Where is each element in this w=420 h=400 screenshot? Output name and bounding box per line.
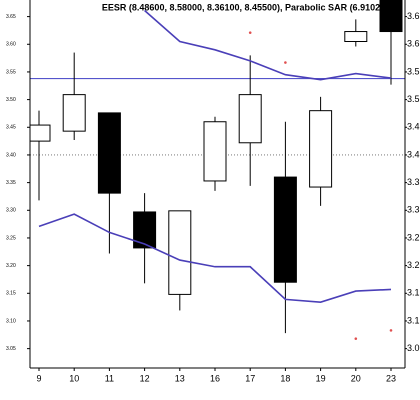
y2-tick-label: 3.1 xyxy=(407,315,420,325)
y2-tick-label: 3.3 xyxy=(407,205,420,215)
y-tick-label: 3.50 xyxy=(6,97,16,103)
y-tick-label: 3.30 xyxy=(6,208,16,214)
x-tick-label: 17 xyxy=(245,373,255,383)
x-tick-label: 16 xyxy=(210,373,220,383)
y-tick-label: 3.45 xyxy=(6,125,16,131)
candle-body xyxy=(133,211,157,249)
y2-tick-label: 3.2 xyxy=(407,260,420,270)
y2-tick-label: 3.4 xyxy=(407,122,420,132)
y2-tick-label: 3.1 xyxy=(407,288,420,298)
candle-body xyxy=(238,94,262,144)
y-tick-label: 3.55 xyxy=(6,69,16,75)
chart-title: EESR (8.48600, 8.58000, 8.36100, 8.45500… xyxy=(102,2,388,12)
y2-tick-label: 3.0 xyxy=(407,343,420,353)
x-tick-label: 20 xyxy=(351,373,361,383)
sar-line xyxy=(38,213,392,303)
candle-body xyxy=(97,112,121,194)
y2-tick-label: 3.6 xyxy=(407,11,420,21)
candle-body xyxy=(203,121,227,182)
y2-tick-label: 3.6 xyxy=(407,39,420,49)
candle-body xyxy=(344,31,368,43)
x-tick-label: 12 xyxy=(140,373,150,383)
sar-dot xyxy=(354,337,358,340)
candle-body xyxy=(379,0,403,33)
y-tick-label: 3.10 xyxy=(6,318,16,324)
y2-tick-label: 3.3 xyxy=(407,177,420,187)
candle-body xyxy=(309,110,333,188)
y-tick-label: 3.20 xyxy=(6,263,16,269)
y-tick-label: 3.65 xyxy=(6,14,16,20)
sar-dot xyxy=(248,31,252,34)
y-tick-label: 3.15 xyxy=(6,291,16,297)
x-tick-label: 13 xyxy=(175,373,185,383)
candle-body xyxy=(168,210,192,295)
y-tick-label: 3.25 xyxy=(6,235,16,241)
candle-body xyxy=(62,94,86,132)
y2-tick-label: 3.5 xyxy=(407,66,420,76)
y-tick-label: 3.40 xyxy=(6,152,16,158)
plot xyxy=(30,0,405,340)
y2-tick-label: 3.4 xyxy=(407,149,420,159)
sar-dot xyxy=(389,329,393,332)
y2-tick-label: 3.2 xyxy=(407,232,420,242)
sar-line xyxy=(144,9,392,81)
y-tick-label: 3.05 xyxy=(6,346,16,352)
y-tick-label: 3.60 xyxy=(6,42,16,48)
x-tick-label: 9 xyxy=(36,373,41,383)
candle-body xyxy=(30,124,51,142)
candle-body xyxy=(273,176,297,283)
sar-dot xyxy=(284,61,287,64)
x-tick-label: 11 xyxy=(105,373,114,383)
x-tick-label: 10 xyxy=(69,373,79,383)
x-tick-label: 18 xyxy=(280,373,290,383)
y2-tick-label: 3.5 xyxy=(407,94,420,104)
x-tick-label: 23 xyxy=(386,373,396,383)
x-tick-label: 19 xyxy=(316,373,326,383)
y-tick-label: 3.35 xyxy=(6,180,16,186)
